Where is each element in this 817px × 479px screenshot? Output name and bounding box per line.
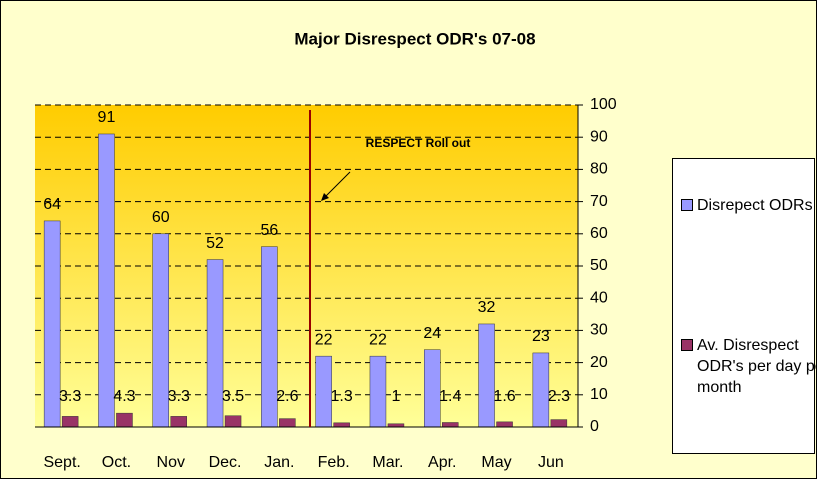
x-tick-label: Feb.: [318, 454, 350, 471]
data-label: 24: [423, 325, 441, 342]
bar: [442, 422, 459, 428]
data-label: 56: [260, 222, 278, 239]
bar: [369, 355, 387, 428]
x-tick-label: Apr.: [428, 454, 456, 471]
bar: [550, 419, 568, 428]
data-label: 1.6: [493, 388, 515, 405]
annotation: RESPECT Roll out: [366, 136, 471, 150]
data-label: 23: [532, 328, 550, 345]
data-label: 91: [98, 109, 116, 126]
data-label: 32: [478, 299, 496, 316]
data-label: 2.6: [276, 388, 298, 405]
bar: [43, 220, 61, 428]
y-tick-label: 80: [590, 161, 608, 178]
bar: [152, 233, 169, 428]
data-label: 4.3: [113, 388, 135, 405]
x-tick-label: Oct.: [102, 454, 131, 471]
data-label: 1.4: [439, 388, 461, 405]
bar: [261, 246, 278, 428]
data-label: 3.5: [222, 388, 244, 405]
bar: [496, 421, 513, 428]
y-tick-label: 10: [590, 386, 608, 403]
bar: [478, 323, 495, 428]
y-tick-label: 40: [590, 289, 608, 306]
bar: [315, 355, 332, 428]
legend: Disrepect ODRs Av. Disrespect ODR's per d…: [672, 158, 817, 454]
data-label: 2.3: [548, 388, 570, 405]
bar: [206, 259, 224, 428]
legend-entry: Av. Disrespect ODR's per day per month: [681, 335, 817, 398]
bar: [279, 418, 296, 428]
data-label: 1.3: [331, 388, 353, 405]
bar: [532, 352, 550, 428]
x-tick-label: Jun: [538, 454, 564, 471]
x-tick-label: May: [481, 454, 511, 471]
data-label: 22: [315, 331, 333, 348]
annotation-arrowhead: [321, 193, 329, 201]
bar: [424, 349, 441, 428]
x-tick-label: Mar.: [372, 454, 403, 471]
legend-swatch: [681, 199, 693, 211]
y-tick-label: 90: [590, 128, 608, 145]
data-label: 22: [369, 331, 387, 348]
y-tick-label: 20: [590, 354, 608, 371]
chart-title: Major Disrespect ODR's 07-08: [294, 29, 535, 48]
y-tick-label: 100: [590, 96, 617, 113]
x-tick-label: Sept.: [43, 454, 80, 471]
bar: [98, 133, 115, 428]
annotation-arrow: [322, 171, 351, 200]
x-tick-label: Nov: [157, 454, 185, 471]
bar: [333, 422, 350, 428]
y-tick-label: 70: [590, 193, 608, 210]
data-label: 64: [43, 196, 61, 213]
bar: [116, 412, 133, 428]
y-tick-label: 50: [590, 257, 608, 274]
legend-label: Av. Disrespect ODR's per day per month: [697, 337, 817, 396]
data-label: 1: [391, 388, 400, 405]
legend-entry: Disrepect ODRs: [681, 195, 817, 216]
data-label: 60: [152, 209, 170, 226]
x-tick-label: Jan.: [264, 454, 294, 471]
bar: [61, 416, 79, 428]
x-tick-label: Dec.: [209, 454, 242, 471]
legend-label: Disrepect ODRs: [697, 197, 813, 214]
data-label: 52: [206, 235, 224, 252]
legend-swatch: [681, 339, 693, 351]
y-tick-label: 30: [590, 322, 608, 339]
bar: [224, 415, 242, 428]
y-tick-label: 60: [590, 225, 608, 242]
data-label: 3.3: [168, 388, 190, 405]
bar: [170, 416, 187, 428]
data-label: 3.3: [59, 388, 81, 405]
y-tick-label: 0: [590, 418, 599, 435]
